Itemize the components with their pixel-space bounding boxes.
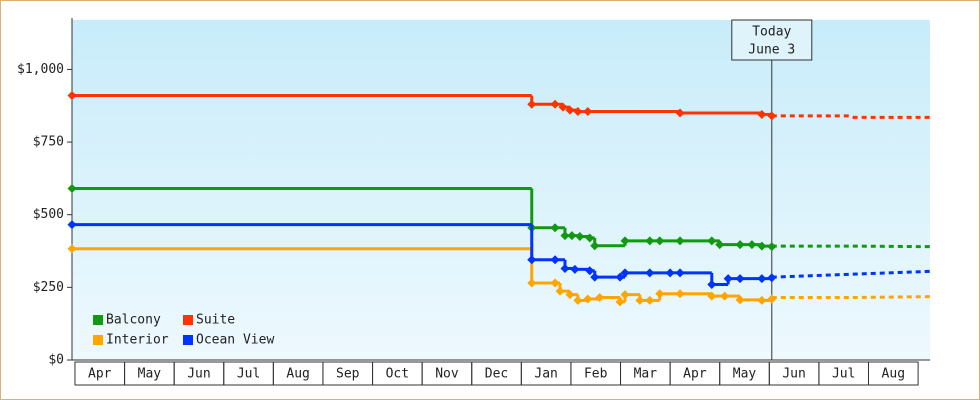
marker (550, 255, 560, 265)
x-tick-label: Dec (485, 367, 508, 382)
marker (747, 240, 757, 250)
legend-label: Balcony (106, 313, 161, 328)
x-tick-cell (868, 361, 919, 386)
marker (707, 291, 717, 301)
marker (723, 274, 733, 284)
marker (565, 105, 575, 115)
y-tick-label: $750 (33, 135, 64, 150)
marker (735, 274, 745, 284)
marker (573, 295, 583, 305)
marker (550, 223, 560, 233)
marker (560, 231, 570, 241)
marker (707, 236, 717, 246)
marker (675, 268, 685, 278)
marker (757, 295, 767, 305)
x-tick-label: Apr (683, 367, 707, 382)
marker (67, 244, 77, 254)
x-tick-label: Jun (187, 367, 210, 382)
x-tick-label: Oct (386, 367, 409, 382)
marker (620, 290, 630, 300)
marker (583, 294, 593, 304)
legend-swatch (93, 315, 103, 325)
x-tick-label: May (733, 367, 757, 382)
y-tick-label: $1,000 (17, 62, 64, 77)
marker (735, 295, 745, 305)
series (67, 220, 931, 289)
marker (615, 297, 625, 307)
legend-label: Ocean View (196, 333, 274, 348)
legend-swatch (93, 335, 103, 345)
marker (527, 278, 537, 288)
marker (570, 264, 580, 274)
marker (675, 236, 685, 246)
marker (720, 291, 730, 301)
y-tick-label: $0 (48, 353, 64, 368)
marker (67, 220, 77, 230)
x-tick-label: Aug (286, 367, 309, 382)
marker (707, 279, 717, 289)
forecast-line (771, 114, 930, 119)
y-tick-label: $500 (33, 207, 64, 222)
marker (558, 102, 568, 112)
marker (560, 263, 570, 273)
x-tick-label: Jul (832, 367, 855, 382)
marker (567, 231, 577, 241)
marker (585, 266, 595, 276)
marker (583, 107, 593, 117)
x-tick-label: Aug (882, 367, 905, 382)
marker (675, 108, 685, 118)
marker (757, 109, 767, 119)
x-tick-label: May (138, 367, 162, 382)
marker (767, 273, 777, 283)
marker (655, 289, 665, 299)
marker (715, 240, 725, 250)
x-tick-label: Jun (782, 367, 805, 382)
marker (615, 272, 625, 282)
marker (590, 272, 600, 282)
x-tick-label: Feb (584, 367, 608, 382)
marker (675, 289, 685, 299)
marker (757, 241, 767, 251)
marker (585, 233, 595, 243)
marker (575, 231, 585, 241)
marker (645, 268, 655, 278)
series (67, 91, 930, 121)
x-tick-label: Jul (237, 367, 260, 382)
legend-label: Interior (106, 333, 169, 348)
marker (565, 290, 575, 300)
marker (527, 255, 537, 265)
marker (550, 278, 560, 288)
y-tick-label: $250 (33, 280, 64, 295)
x-tick-label: Jan (534, 367, 557, 382)
today-label: Today (752, 25, 791, 40)
marker (527, 99, 537, 109)
marker (620, 236, 630, 246)
marker (665, 268, 675, 278)
x-tick-label: Mar (634, 367, 658, 382)
marker (590, 241, 600, 251)
marker (67, 91, 77, 101)
legend-swatch (183, 335, 193, 345)
marker (635, 295, 645, 305)
x-tick-label: Sep (336, 367, 360, 382)
marker (67, 184, 77, 194)
series (67, 244, 931, 307)
marker (645, 295, 655, 305)
marker (757, 274, 767, 284)
marker (645, 236, 655, 246)
x-tick-label: Nov (435, 367, 459, 382)
marker (735, 240, 745, 250)
x-tick-label: Apr (88, 367, 112, 382)
marker (595, 293, 605, 303)
marker (573, 107, 583, 117)
legend-swatch (183, 315, 193, 325)
legend-label: Suite (196, 313, 235, 328)
today-box (731, 19, 813, 61)
marker (620, 268, 630, 278)
today-label: June 3 (748, 43, 795, 58)
marker (655, 236, 665, 246)
marker (550, 99, 560, 109)
marker (555, 286, 565, 296)
